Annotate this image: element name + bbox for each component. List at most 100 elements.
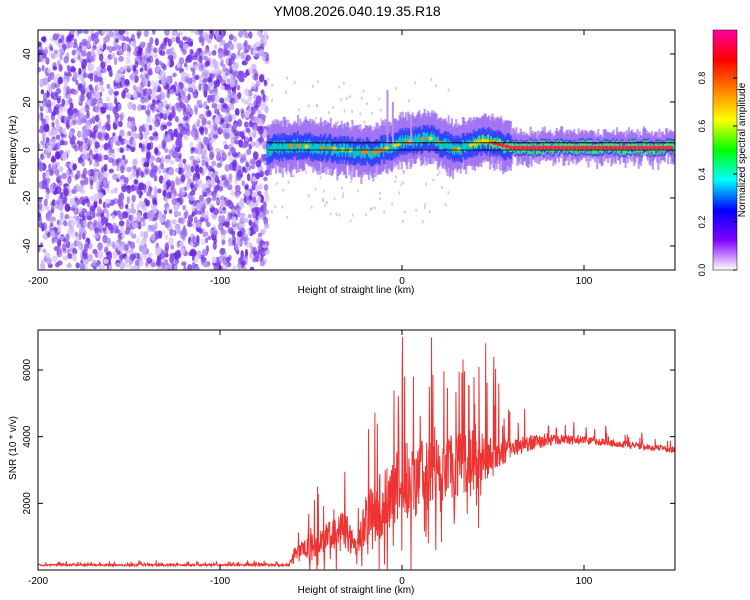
snr-frame [37, 329, 676, 571]
noise-speckle [249, 266, 255, 270]
noise-speckle [46, 152, 51, 159]
scatter-speck [413, 81, 416, 85]
scatter-speck [345, 96, 348, 101]
colorbar-tick-label: 0.4 [697, 168, 707, 181]
noise-speckle [230, 189, 235, 197]
noise-speckle [94, 125, 99, 132]
noise-speckle [82, 252, 87, 260]
noise-speckle [180, 247, 185, 255]
noise-speckle [155, 58, 160, 66]
signal-peak [628, 145, 634, 150]
noise-speckle [263, 176, 268, 182]
noise-speckle [247, 102, 253, 108]
noise-speckle [131, 208, 137, 214]
noise-speckle [236, 54, 240, 60]
noise-speckle [156, 265, 163, 270]
noise-speckle [259, 240, 266, 246]
scatter-speck [380, 117, 383, 122]
noise-speckle [131, 169, 137, 177]
noise-speckle [48, 48, 53, 57]
scatter-speck [403, 210, 406, 214]
noise-speckle [95, 227, 102, 233]
noise-speckle [132, 84, 137, 91]
noise-speckle [147, 62, 151, 70]
noise-speckle [57, 112, 62, 120]
noise-speckle [38, 203, 42, 212]
noise-speckle [224, 68, 230, 77]
noise-speckle [245, 161, 250, 168]
noise-speckle [203, 32, 209, 40]
noise-speckle [234, 108, 240, 116]
noise-speckle [155, 247, 161, 256]
scatter-speck [351, 213, 354, 217]
noise-speckle [236, 84, 241, 91]
scatter-speck [322, 189, 325, 193]
snr-x-label: Height of straight line (km) [298, 585, 415, 596]
signal-peak [452, 147, 457, 152]
noise-speckle [56, 97, 61, 104]
noise-speckle [196, 266, 200, 270]
noise-speckle [253, 72, 259, 81]
noise-speckle [190, 109, 195, 116]
noise-speckle [163, 172, 169, 181]
noise-speckle [97, 121, 102, 129]
noise-speckle [183, 62, 188, 68]
noise-speckle [190, 128, 196, 138]
noise-speckle [92, 259, 97, 267]
scatter-speck [307, 104, 310, 108]
noise-speckle [155, 157, 159, 163]
noise-speckle [148, 252, 153, 258]
noise-speckle [247, 213, 252, 219]
snr-panel: -200 -100 0 100 2000 4000 6000 Height of stra… [8, 329, 676, 596]
signal-peak [528, 145, 534, 150]
noise-speckle [131, 214, 135, 222]
noise-speckle [140, 239, 145, 247]
noise-speckle [150, 233, 156, 241]
noise-speckle [162, 100, 168, 108]
noise-speckle [238, 43, 244, 48]
noise-speckle [254, 116, 259, 124]
scatter-speck [436, 173, 439, 177]
noise-speckle [257, 125, 264, 135]
signal-peak [608, 145, 614, 150]
signal-peak [556, 145, 562, 150]
noise-speckle [183, 265, 187, 270]
signal-peak [404, 139, 409, 144]
noise-speckle [238, 153, 245, 159]
noise-speckle [45, 136, 50, 145]
noise-speckle [48, 107, 53, 114]
signal-peak [632, 145, 638, 150]
scatter-speck [271, 98, 274, 103]
noise-speckle [262, 94, 267, 103]
noise-speckle [87, 169, 91, 176]
signal-peak [652, 145, 658, 150]
spectrogram-y-tick-label: 20 [22, 96, 33, 108]
noise-speckle [84, 263, 89, 270]
noise-speckle [133, 50, 137, 56]
scatter-speck [285, 171, 288, 176]
snr-y-tick-label: 6000 [22, 358, 33, 381]
noise-speckle [75, 79, 79, 86]
scatter-speck [435, 84, 438, 88]
noise-speckle [245, 198, 251, 205]
noise-speckle [218, 186, 224, 192]
noise-speckle [119, 197, 124, 206]
noise-speckle [64, 203, 71, 212]
noise-speckle [174, 210, 179, 216]
noise-speckle [126, 185, 131, 190]
noise-speckle [130, 265, 137, 270]
noise-speckle [106, 123, 111, 132]
noise-speckle [152, 47, 158, 54]
noise-speckle [38, 41, 42, 48]
spectrogram-y-label: Frequency (Hz) [8, 116, 19, 185]
noise-speckle [128, 230, 134, 236]
noise-speckle [106, 83, 111, 90]
noise-speckle [204, 48, 209, 54]
noise-speckle [80, 259, 84, 265]
noise-speckle [96, 181, 100, 190]
noise-speckle [38, 222, 44, 228]
noise-speckle [234, 190, 241, 198]
noise-speckle [97, 172, 104, 181]
noise-speckle [157, 102, 162, 112]
noise-speckle [130, 184, 134, 193]
